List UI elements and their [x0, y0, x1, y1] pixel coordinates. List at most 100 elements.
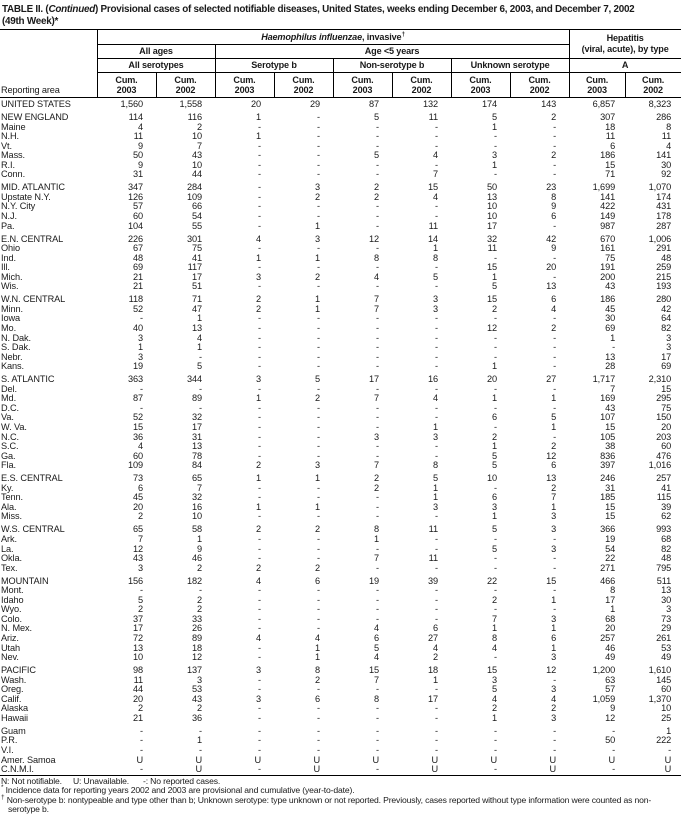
value-cell: 3 — [314, 233, 320, 244]
value-cell: - — [258, 342, 261, 353]
value-cell: 9 — [551, 243, 557, 254]
value-cell: 307 — [600, 112, 616, 123]
value-cell: 1 — [491, 393, 497, 404]
value-cell: 29 — [661, 623, 672, 634]
value-cell: - — [317, 594, 320, 605]
value-cell: 141 — [656, 150, 672, 161]
table-row: Va. 52 32 - - - - 6 5 107 150 — [0, 413, 681, 423]
value-cell: 21 — [132, 281, 143, 292]
title-continued-italic: Continued — [48, 4, 96, 15]
value-cell: 126 — [127, 191, 143, 202]
value-cell: U — [664, 754, 672, 765]
value-cell: 69 — [132, 262, 143, 273]
dagger-superscript: † — [401, 30, 405, 38]
value-cell: 27 — [546, 374, 557, 385]
value-cell: - — [376, 131, 379, 142]
value-cell: 3 — [432, 501, 438, 512]
value-cell: 7 — [373, 294, 379, 305]
value-cell: 2 — [137, 703, 143, 714]
table-row: Utah 13 18 - 1 5 4 4 1 46 53 — [0, 642, 681, 654]
value-cell: 29 — [309, 99, 320, 109]
value-cell: - — [258, 351, 261, 362]
value-cell: 301 — [186, 233, 202, 244]
value-cell: 5 — [551, 412, 557, 423]
value-cell: - — [258, 623, 261, 634]
cum-year-header: Cum. 2002 — [391, 72, 452, 98]
title-line2: (49th Week)* — [2, 15, 59, 27]
value-cell: 10 — [486, 473, 497, 484]
value-cell: - — [258, 735, 261, 746]
reporting-area-cell: Tex. — [1, 562, 18, 573]
reporting-area-cell: S. ATLANTIC — [1, 374, 55, 385]
value-cell: - — [376, 501, 379, 512]
value-cell: 87 — [368, 99, 379, 109]
value-cell: 186 — [600, 150, 616, 161]
value-cell: 3 — [491, 501, 497, 512]
value-cell: 13 — [132, 642, 143, 653]
reporting-area-cell: Wash. — [1, 674, 27, 685]
value-cell: 52 — [132, 412, 143, 423]
cum-year-header: Cum. 2003 — [332, 72, 393, 98]
value-cell: 174 — [656, 191, 672, 202]
table-row: S. ATLANTIC 363 344 3 5 17 16 20 27 1,717 2,310 — [0, 372, 681, 385]
value-cell: 2 — [255, 562, 261, 573]
table-row: Del. - - - - - - - - 7 15 — [0, 383, 681, 395]
reporting-area-cell: W.S. CENTRAL — [1, 524, 65, 535]
value-cell: 20 — [132, 501, 143, 512]
value-cell: 118 — [128, 294, 143, 305]
value-cell: - — [258, 332, 261, 343]
value-cell: - — [376, 543, 379, 554]
value-cell: 143 — [541, 99, 557, 109]
value-cell: 4 — [196, 332, 202, 343]
value-cell: 58 — [191, 524, 202, 535]
value-cell: - — [258, 169, 261, 180]
reporting-area-cell: N. Mex. — [1, 623, 32, 634]
value-cell: 15 — [605, 422, 616, 432]
table-row: Upstate N.Y. 126 109 - 2 2 4 13 8 141 174 — [0, 191, 681, 203]
value-cell: - — [553, 351, 557, 362]
value-cell: 1 — [255, 501, 261, 512]
reporting-area-cell: Vt. — [1, 140, 12, 151]
value-cell: - — [258, 594, 261, 605]
value-cell: - — [494, 313, 497, 324]
value-cell: - — [258, 725, 261, 736]
value-cell: 9 — [137, 159, 143, 170]
value-cell: - — [258, 150, 261, 161]
value-cell: - — [435, 211, 438, 222]
reporting-area-cell: Mich. — [1, 271, 23, 282]
notifiable-diseases-table: Reporting area Haemophilus influenzae, i… — [0, 29, 681, 776]
value-cell: - — [317, 313, 320, 324]
value-cell: - — [553, 383, 557, 394]
value-cell: - — [258, 361, 261, 372]
reporting-area-cell: R.I. — [1, 159, 15, 170]
value-cell: 5 — [373, 642, 379, 653]
value-cell: 49 — [661, 652, 672, 663]
value-cell: - — [376, 402, 379, 413]
value-cell: 117 — [187, 262, 202, 273]
value-cell: - — [553, 735, 557, 746]
table-row: W. Va. 15 17 - - - 1 - 1 15 20 — [0, 422, 681, 433]
value-cell: - — [435, 604, 438, 615]
value-cell: 30 — [661, 594, 672, 605]
value-cell: 4 — [432, 191, 438, 202]
value-cell: 5 — [491, 543, 497, 554]
value-cell: 19 — [605, 534, 616, 545]
value-cell: 63 — [605, 674, 616, 685]
value-cell: - — [668, 745, 672, 755]
table-row: Tenn. 45 32 - - - 1 6 7 185 115 — [0, 493, 681, 503]
value-cell: 1,717 — [592, 374, 616, 385]
value-cell: - — [317, 482, 320, 493]
value-cell: - — [317, 131, 320, 142]
value-cell: - — [435, 131, 438, 142]
value-cell: 11 — [428, 220, 438, 231]
value-cell: - — [494, 169, 497, 180]
value-cell: 1 — [432, 243, 438, 254]
value-cell: 55 — [191, 220, 202, 231]
value-cell: - — [553, 745, 557, 755]
value-cell: - — [258, 422, 261, 432]
value-cell: - — [435, 412, 438, 423]
value-cell: - — [258, 140, 261, 151]
value-cell: 1 — [610, 604, 616, 615]
value-cell: 107 — [600, 412, 616, 423]
